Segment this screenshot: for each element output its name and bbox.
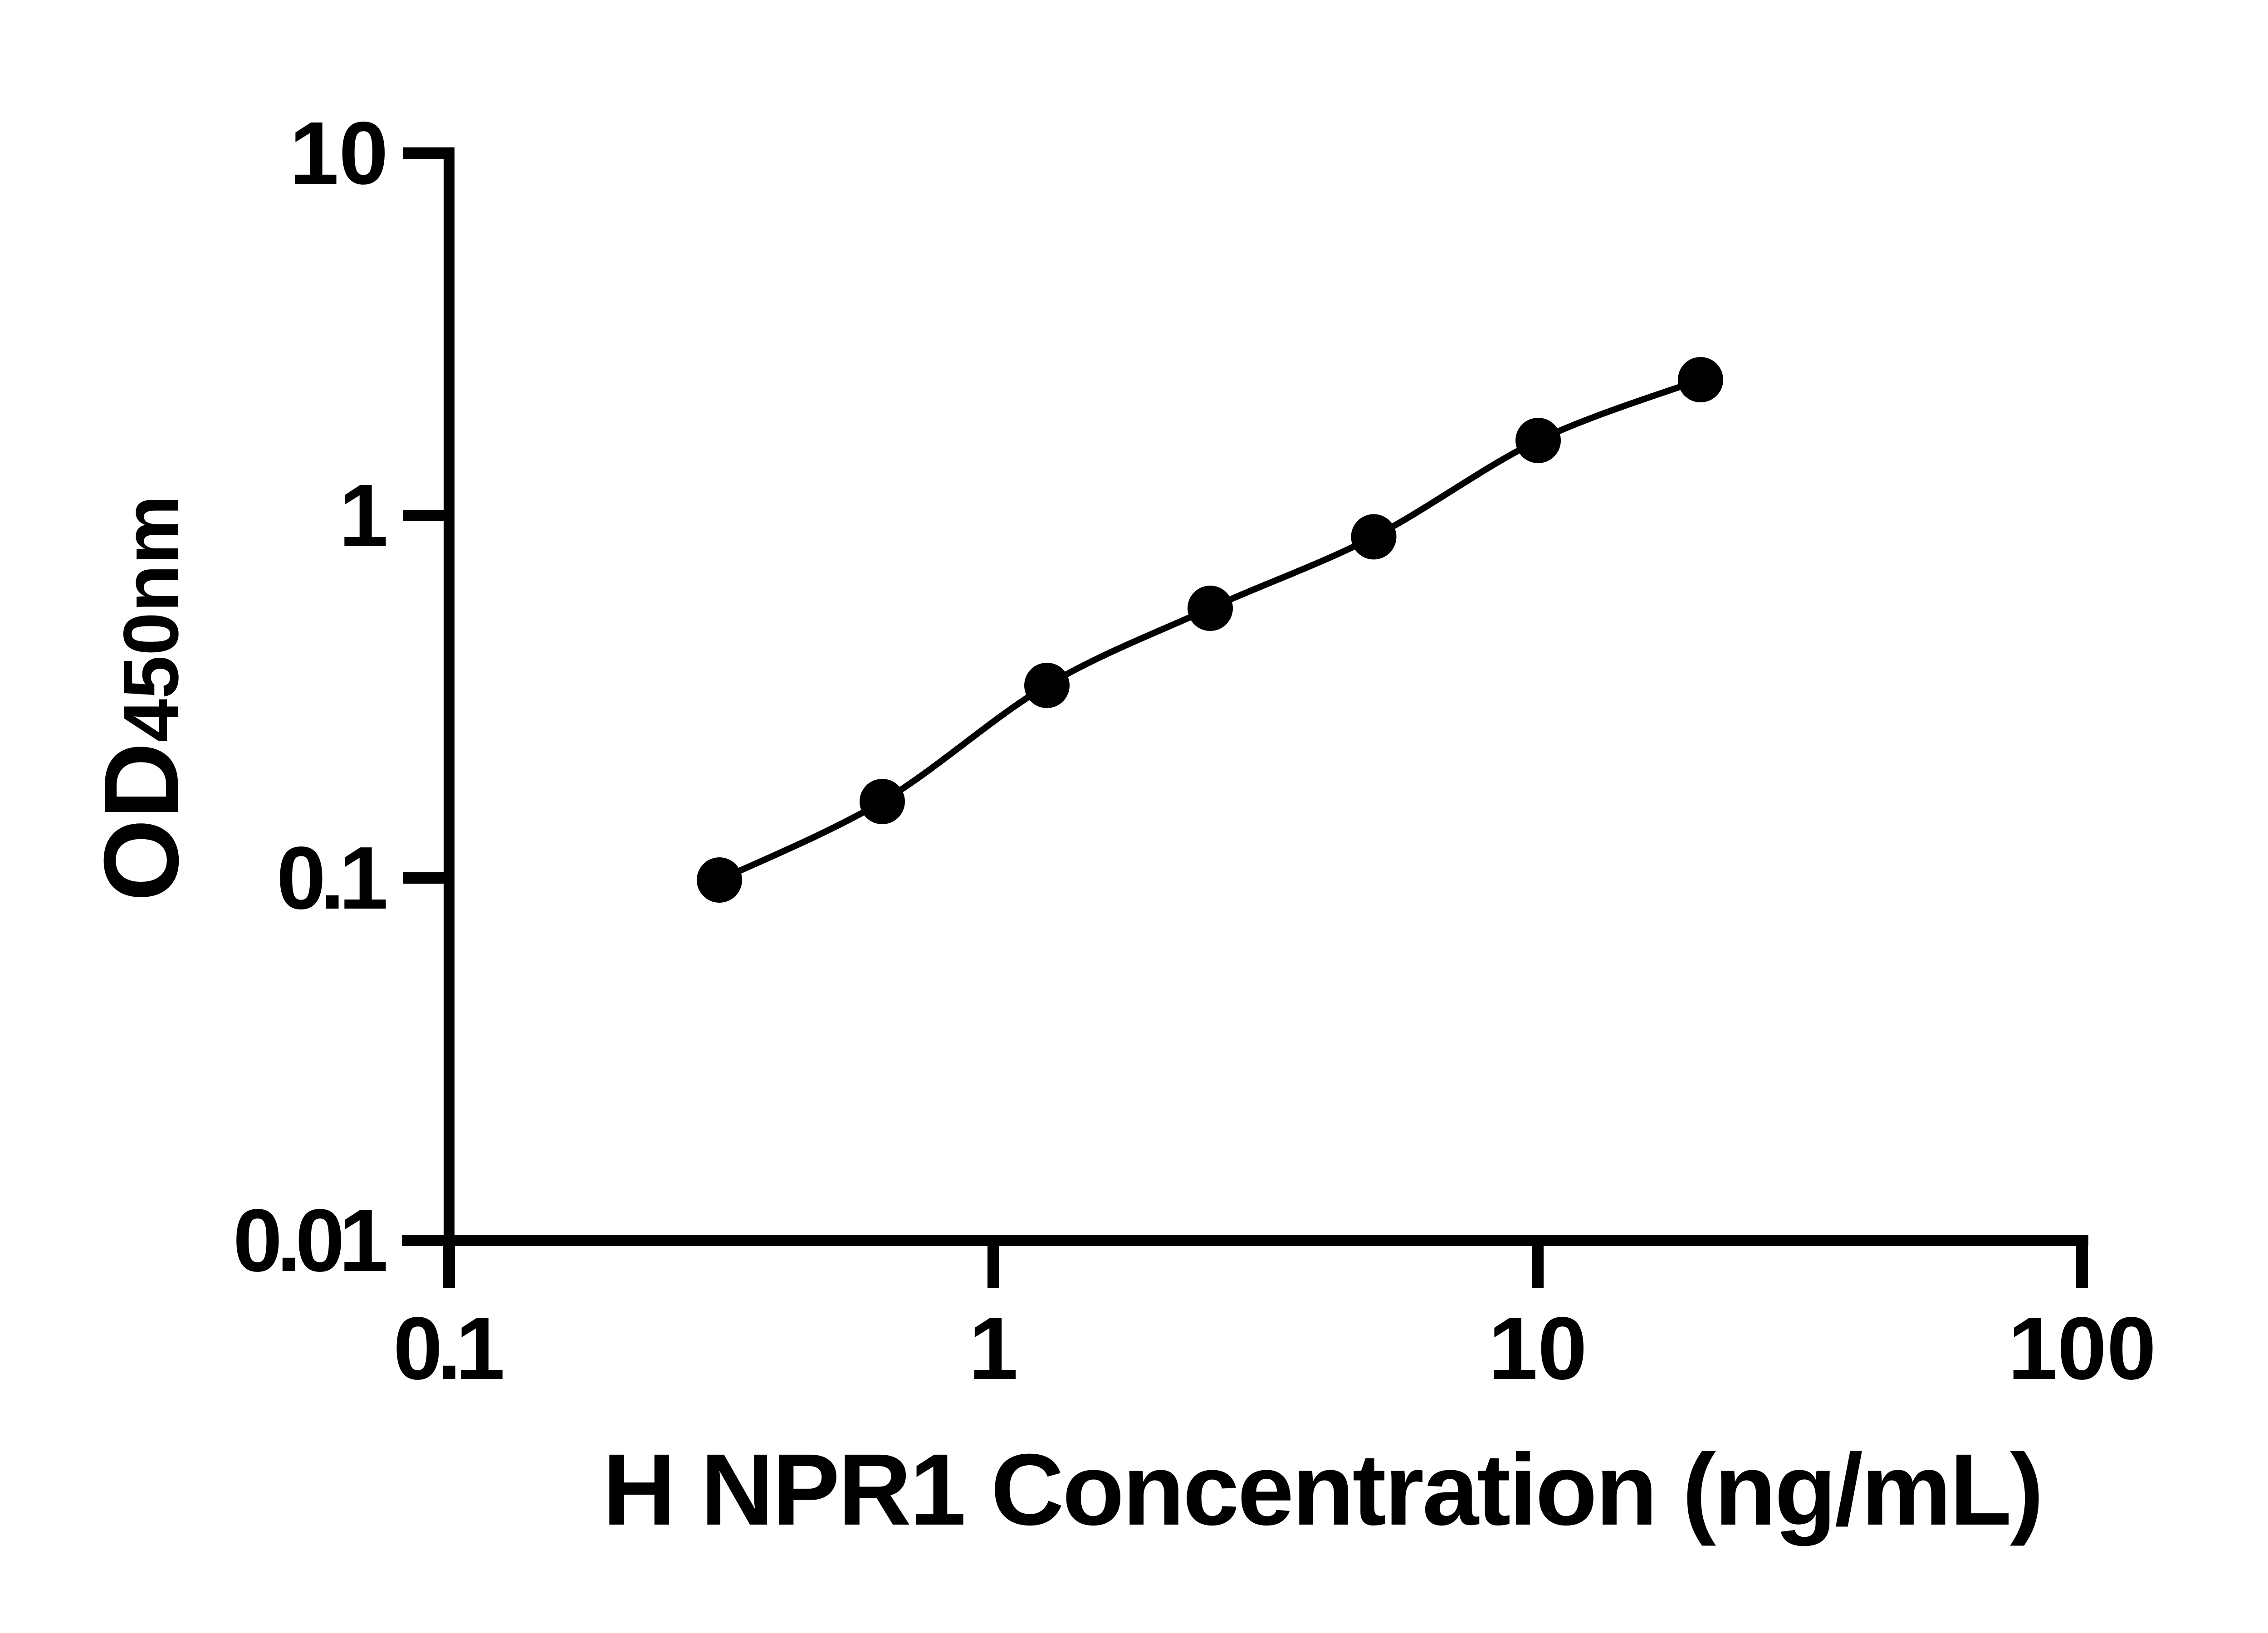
svg-text:H NPR1 Concentration (ng/mL): H NPR1 Concentration (ng/mL) <box>602 1433 2042 1546</box>
svg-text:0.1: 0.1 <box>277 828 389 928</box>
svg-text:100: 100 <box>2008 1299 2156 1398</box>
svg-text:1: 1 <box>339 466 388 565</box>
svg-text:10: 10 <box>289 103 388 203</box>
svg-text:1: 1 <box>968 1299 1018 1398</box>
svg-text:10: 10 <box>1488 1299 1587 1398</box>
svg-text:0.1: 0.1 <box>393 1299 505 1398</box>
svg-text:0.01: 0.01 <box>233 1191 388 1290</box>
